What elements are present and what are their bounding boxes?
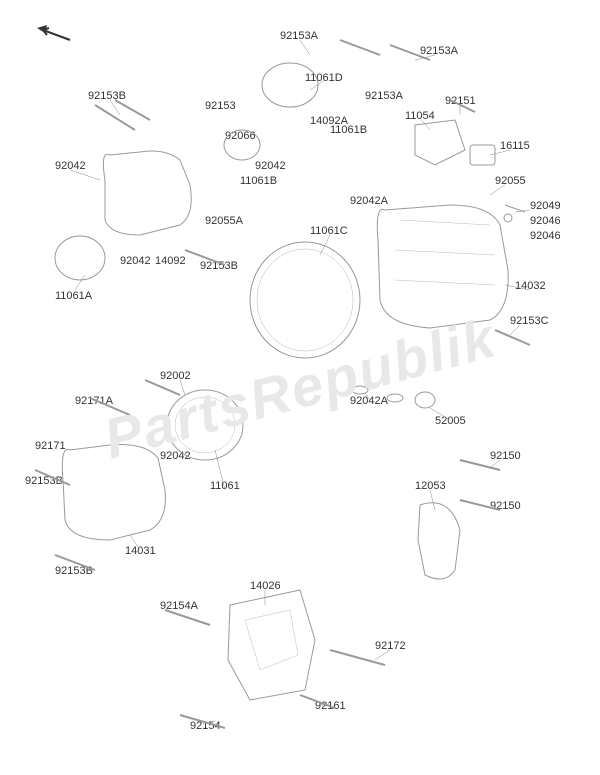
diagram-svg	[0, 0, 600, 775]
